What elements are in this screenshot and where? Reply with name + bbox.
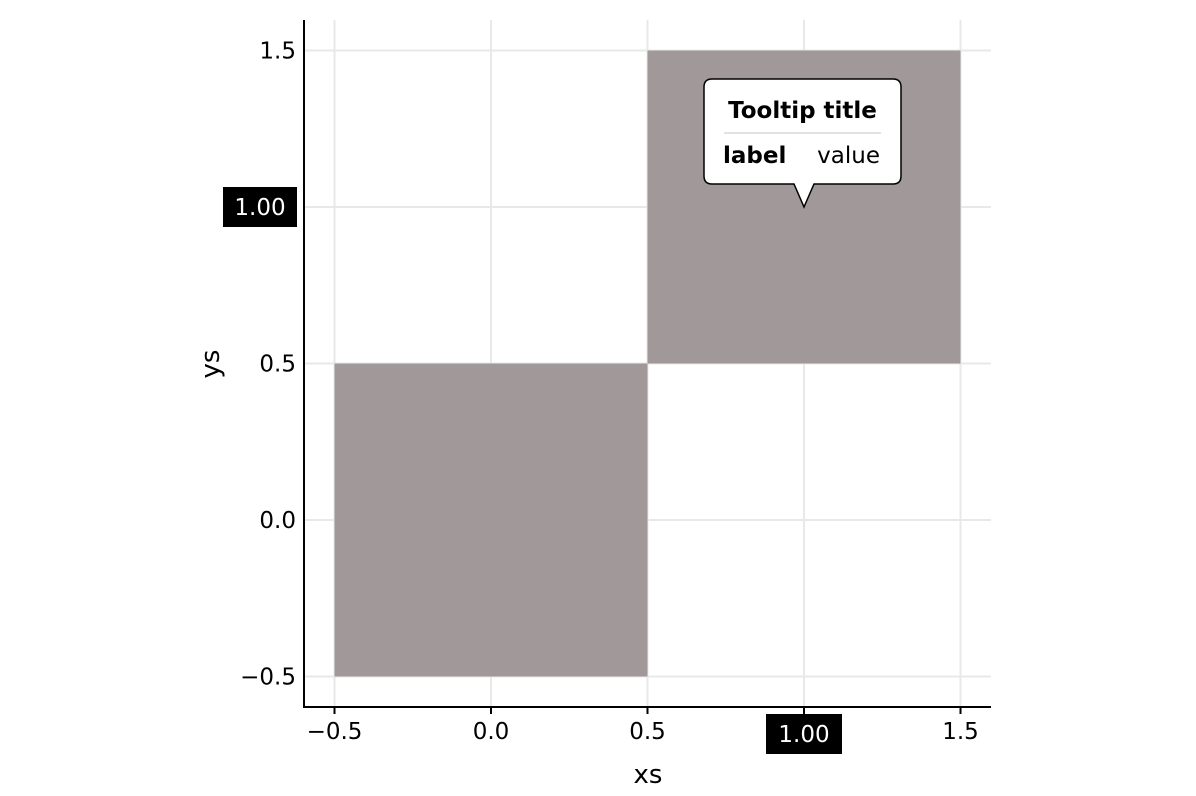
tooltip-title: Tooltip title (728, 98, 877, 124)
y-tick-label-4: 1.5 (259, 39, 296, 65)
x-tick-label-0: −0.5 (307, 719, 363, 745)
x-tick-highlight-box (766, 714, 842, 754)
y-ticks: −0.5 0.0 0.5 1.00 1.5 (223, 39, 297, 691)
x-tick-label-4: 1.5 (942, 719, 979, 745)
x-tick-label-2: 0.5 (629, 719, 666, 745)
tooltip-value: value (817, 143, 880, 169)
x-ticks: −0.5 0.0 0.5 1.00 1.5 (307, 707, 979, 754)
tooltip-box (703, 78, 902, 209)
heatmap-cell-0 (334, 363, 648, 677)
y-tick-label-0: −0.5 (240, 665, 296, 691)
y-tick-label-1: 0.0 (259, 508, 296, 534)
y-tick-highlight-box (223, 187, 297, 227)
tooltip: Tooltip title label value (703, 78, 902, 209)
x-tick-label-3: 1.00 (778, 722, 829, 748)
y-tick-label-2: 0.5 (259, 352, 296, 378)
x-tick-label-1: 0.0 (473, 719, 510, 745)
heatmap-cells (334, 50, 961, 677)
tooltip-label: label (723, 143, 786, 169)
x-axis-label: xs (634, 760, 663, 790)
y-tick-label-3: 1.00 (234, 195, 285, 221)
y-axis-label: ys (196, 350, 226, 379)
